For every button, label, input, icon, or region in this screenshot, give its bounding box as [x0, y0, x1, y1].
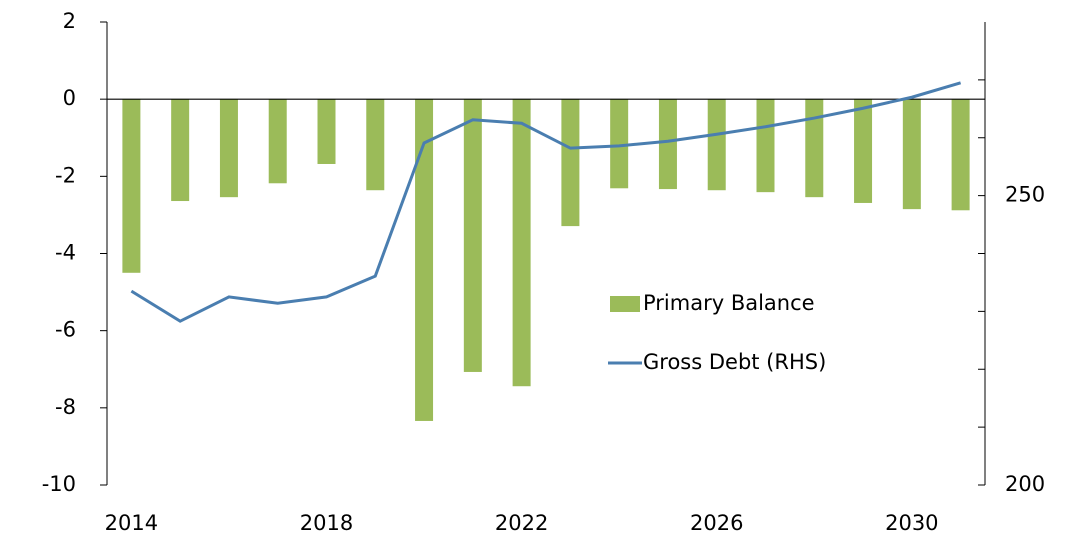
bar — [463, 99, 482, 372]
bar — [317, 99, 336, 164]
y-tick-label: 2 — [63, 9, 76, 33]
x-tick-label: 2030 — [885, 511, 938, 535]
line — [130, 81, 962, 323]
x-tick-label: 2026 — [690, 511, 743, 535]
legend-label: Gross Debt (RHS) — [643, 350, 826, 374]
legend-label: Primary Balance — [643, 291, 815, 315]
bar — [366, 99, 385, 191]
x-tick-label: 2018 — [300, 511, 353, 535]
bar — [561, 99, 580, 227]
bar — [707, 99, 726, 191]
bar — [756, 99, 775, 193]
y2-tick-label: 250 — [1005, 183, 1045, 207]
y-tick-label: -8 — [55, 395, 76, 419]
x-tick-label: 2014 — [105, 511, 158, 535]
y-tick-label: -2 — [55, 163, 76, 187]
legend-swatch — [610, 296, 640, 312]
y-tick-label: 0 — [63, 86, 76, 110]
bar — [854, 99, 873, 203]
y-tick-label: -6 — [55, 318, 76, 342]
bar — [805, 99, 824, 198]
bar — [610, 99, 629, 189]
bar — [171, 99, 190, 202]
y-tick-label: -4 — [55, 241, 76, 265]
bar — [902, 99, 921, 210]
y-tick-label: -10 — [42, 472, 76, 496]
x-tick-label: 2022 — [495, 511, 548, 535]
bar — [268, 99, 287, 184]
y2-tick-label: 200 — [1005, 472, 1045, 496]
bar — [512, 99, 531, 387]
bar — [415, 99, 434, 421]
bar — [658, 99, 677, 190]
bar — [219, 99, 238, 198]
bar — [951, 99, 970, 211]
bar — [122, 99, 141, 273]
